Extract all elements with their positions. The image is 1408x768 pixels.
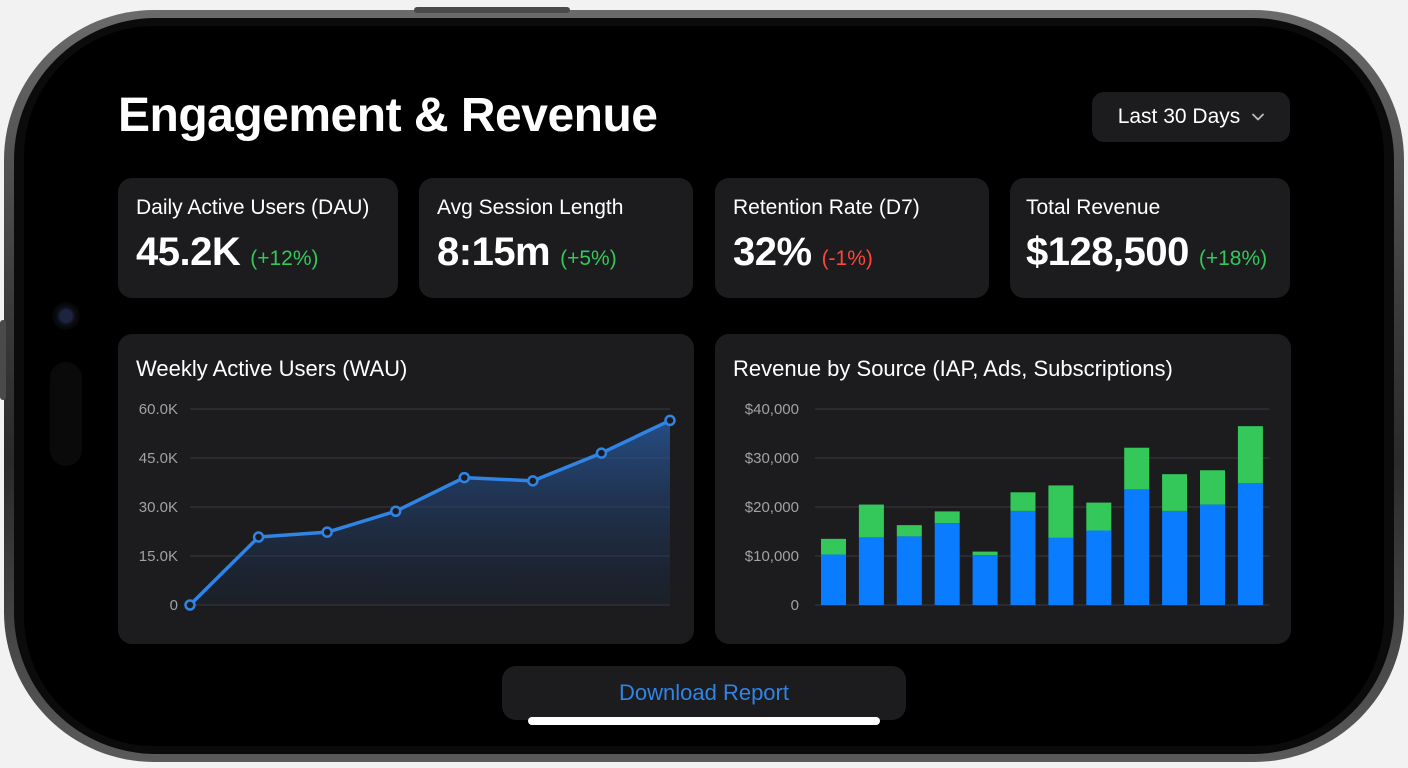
bar-segment-secondary (1237, 426, 1263, 483)
chart-title: Weekly Active Users (WAU) (136, 356, 408, 381)
bar-segment-secondary (972, 551, 998, 556)
kpi-card-dau: Daily Active Users (DAU) 45.2K (+12%) (118, 178, 398, 298)
y-tick-label: $40,000 (745, 401, 799, 418)
bar-segment-secondary (1010, 492, 1036, 511)
date-range-dropdown[interactable]: Last 30 Days (1092, 92, 1290, 142)
kpi-value: 8:15m (437, 230, 551, 274)
y-tick-label: 45.0K (139, 450, 178, 467)
top-button (414, 7, 570, 13)
bar-segment-secondary (821, 538, 846, 555)
kpi-value: $128,500 (1026, 230, 1189, 274)
bar-segment-secondary (1200, 470, 1225, 505)
bar-segment-secondary (858, 504, 884, 538)
data-point (252, 531, 265, 543)
bar-segment-primary (934, 523, 960, 605)
kpi-delta: (+12%) (250, 247, 319, 270)
kpi-label: Avg Session Length (437, 196, 624, 219)
side-button-left (0, 320, 6, 400)
y-tick-label: $20,000 (745, 499, 799, 516)
download-report-button[interactable]: Download Report (502, 666, 906, 720)
data-point (527, 475, 539, 487)
data-point (458, 471, 471, 484)
data-point (321, 526, 333, 538)
kpi-delta: (+5%) (560, 247, 617, 270)
y-tick-label: 30.0K (139, 499, 178, 516)
bar-segment-primary (1010, 510, 1036, 605)
bar-segment-primary (1048, 537, 1074, 605)
bar-segment-primary (1162, 510, 1188, 605)
bar-segment-secondary (934, 511, 960, 524)
bar-segment-primary (858, 537, 884, 605)
kpi-label: Daily Active Users (DAU) (136, 196, 370, 219)
revenue-chart-card: Revenue by Source (IAP, Ads, Subscriptio… (715, 334, 1291, 644)
kpi-delta: (-1%) (821, 247, 873, 270)
kpi-value: 45.2K (136, 230, 241, 274)
bar-segment-secondary (1124, 447, 1150, 490)
data-point (595, 447, 608, 459)
page-title: Engagement & Revenue (118, 89, 658, 142)
dynamic-island (50, 362, 82, 466)
data-point (184, 599, 196, 611)
data-point (664, 414, 676, 427)
series-line (188, 418, 671, 607)
bar-segment-secondary (1086, 502, 1112, 531)
y-tick-label: $10,000 (745, 548, 799, 565)
y-tick-label: 0 (791, 597, 799, 614)
bar-segment-secondary (1162, 474, 1188, 511)
chart-title: Revenue by Source (IAP, Ads, Subscriptio… (733, 356, 1173, 381)
home-indicator (528, 717, 880, 725)
y-tick-label: 0 (170, 597, 178, 614)
y-tick-label: $30,000 (745, 450, 799, 467)
data-point (389, 505, 402, 517)
wau-line-chart: 0 15.0K 30.0K 45.0K 60.0K (139, 401, 676, 614)
y-tick-label: 60.0K (139, 401, 178, 418)
kpi-card-revenue: Total Revenue $128,500 (+18%) (1010, 178, 1290, 298)
kpi-label: Total Revenue (1026, 196, 1161, 219)
bar-segment-primary (1086, 530, 1112, 605)
wau-chart-card: Weekly Active Users (WAU) 0 15.0K 30.0K 45.… (118, 334, 694, 644)
area-fill (190, 420, 670, 605)
kpi-card-retention: Retention Rate (D7) 32% (-1%) (715, 178, 989, 298)
bar-segment-primary (821, 554, 846, 605)
kpi-card-session-length: Avg Session Length 8:15m (+5%) (419, 178, 693, 298)
date-range-label: Last 30 Days (1117, 105, 1241, 128)
front-camera (52, 302, 80, 330)
bar-segment-primary (1200, 504, 1225, 605)
y-tick-label: 15.0K (139, 548, 178, 565)
kpi-delta: (+18%) (1198, 247, 1268, 270)
kpi-value: 32% (733, 230, 812, 274)
chevron-down-icon (1252, 113, 1265, 121)
revenue-bar-chart: 0 $10,000 $20,000 $30,000 $40,000 (745, 401, 1269, 614)
bar-segment-secondary (896, 525, 922, 537)
kpi-label: Retention Rate (D7) (733, 196, 920, 219)
bar-segment-primary (896, 536, 922, 605)
bar-segment-secondary (1048, 485, 1074, 538)
bar-segment-primary (1237, 482, 1263, 605)
bar-segment-primary (972, 555, 998, 605)
bar-segment-primary (1124, 489, 1150, 605)
